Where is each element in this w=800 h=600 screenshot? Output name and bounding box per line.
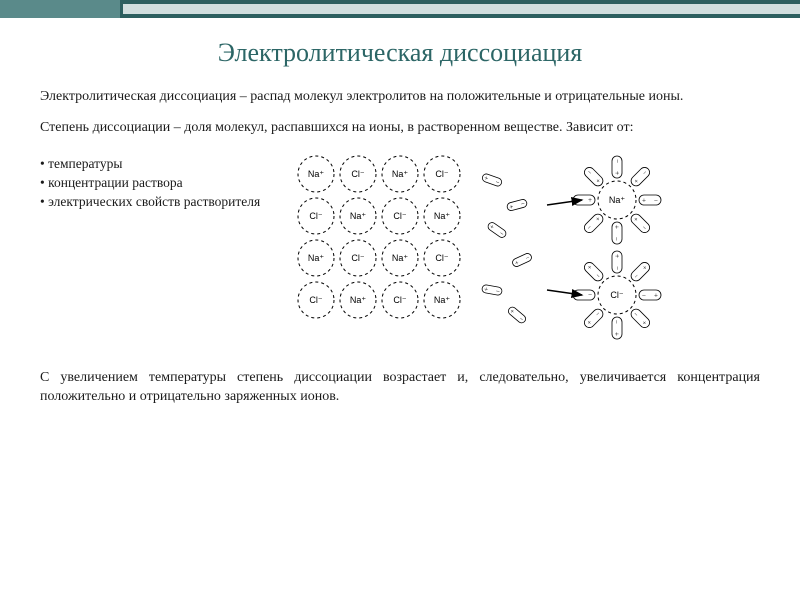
degree-paragraph: Степень диссоциации – доля молекул, расп… <box>40 119 760 138</box>
svg-text:+: + <box>483 174 489 183</box>
bullet-item: • температуры <box>40 156 280 172</box>
svg-text:+: + <box>483 285 488 294</box>
svg-text:+: + <box>642 196 646 204</box>
diagram-svg: Na⁺ Cl⁻ Na⁺ Cl⁻ Cl⁻ Na⁺ Cl⁻ Na⁺ Na⁺ Cl⁻ Na⁺ Cl⁻ Cl⁻ N… <box>292 150 692 345</box>
svg-text:Cl⁻: Cl⁻ <box>351 169 364 179</box>
top-border-seg-light <box>0 0 120 18</box>
bullet-item: • электрических свойств растворителя <box>40 194 280 210</box>
conclusion-paragraph: С увеличением температуры степень диссоц… <box>40 369 760 407</box>
svg-text:+: + <box>613 225 621 229</box>
svg-text:Cl⁻: Cl⁻ <box>435 169 448 179</box>
svg-text:+: + <box>588 195 592 203</box>
svg-text:−: − <box>613 320 621 324</box>
svg-text:+: + <box>654 291 658 299</box>
svg-text:+: + <box>614 254 622 258</box>
svg-text:Cl⁻: Cl⁻ <box>309 295 322 305</box>
svg-text:Cl⁻: Cl⁻ <box>393 211 406 221</box>
svg-text:Na⁺: Na⁺ <box>609 195 626 205</box>
svg-text:−: − <box>576 195 580 203</box>
slide-title: Электролитическая диссоциация <box>40 38 760 68</box>
svg-text:−: − <box>642 291 646 299</box>
svg-text:Na⁺: Na⁺ <box>434 211 451 221</box>
top-border-inner <box>123 4 800 14</box>
svg-text:Na⁺: Na⁺ <box>350 295 367 305</box>
svg-text:Na⁺: Na⁺ <box>434 295 451 305</box>
svg-text:−: − <box>613 237 621 241</box>
definition-paragraph: Электролитическая диссоциация – распад м… <box>40 88 760 107</box>
svg-text:−: − <box>520 199 526 208</box>
svg-text:Cl⁻: Cl⁻ <box>393 295 406 305</box>
svg-text:−: − <box>614 159 622 163</box>
bullet-text: температуры <box>48 156 122 171</box>
svg-text:−: − <box>614 266 622 270</box>
svg-text:Na⁺: Na⁺ <box>308 169 325 179</box>
slide-content: Электролитическая диссоциация Электролит… <box>40 30 760 580</box>
bullet-text: концентрации раствора <box>48 175 183 190</box>
middle-row: • температуры • концентрации раствора • … <box>40 150 760 345</box>
svg-text:Na⁺: Na⁺ <box>392 253 409 263</box>
svg-text:+: + <box>508 202 514 211</box>
svg-text:Cl⁻: Cl⁻ <box>309 211 322 221</box>
bullet-list: • температуры • концентрации раствора • … <box>40 150 280 213</box>
svg-text:+: + <box>614 171 622 175</box>
bullet-item: • концентрации раствора <box>40 175 280 191</box>
svg-text:Cl⁻: Cl⁻ <box>435 253 448 263</box>
svg-text:+: + <box>613 332 621 336</box>
svg-text:Na⁺: Na⁺ <box>308 253 325 263</box>
svg-text:+: + <box>576 290 580 298</box>
bullet-text: электрических свойств растворителя <box>48 194 260 209</box>
svg-text:Na⁺: Na⁺ <box>350 211 367 221</box>
dissociation-diagram: Na⁺ Cl⁻ Na⁺ Cl⁻ Cl⁻ Na⁺ Cl⁻ Na⁺ Na⁺ Cl⁻ Na⁺ Cl⁻ Cl⁻ N… <box>292 150 760 345</box>
title-underline <box>40 72 760 74</box>
slide-top-border <box>0 0 800 18</box>
svg-text:−: − <box>588 290 592 298</box>
svg-text:Cl⁻: Cl⁻ <box>610 290 623 300</box>
svg-text:Na⁺: Na⁺ <box>392 169 409 179</box>
svg-text:−: − <box>654 196 658 204</box>
svg-text:Cl⁻: Cl⁻ <box>351 253 364 263</box>
